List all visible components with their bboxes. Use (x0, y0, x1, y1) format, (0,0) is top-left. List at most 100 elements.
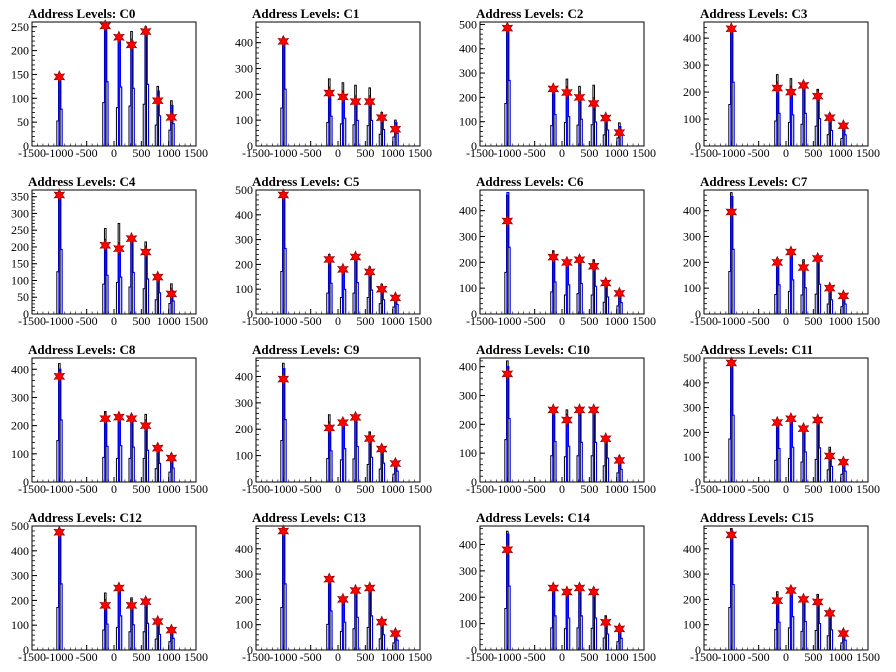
y-tick-label: 100 (683, 281, 701, 295)
blue-hist-spike (341, 95, 347, 146)
x-tick-label: 500 (580, 146, 598, 160)
peak-marker (573, 403, 586, 417)
peak-marker (349, 250, 362, 264)
chart-svg: 0 100 200 300 400 500 -1500 -1000 -500 0 500 1000 15… (683, 351, 880, 496)
chart-title: Address Levels: C11 (700, 342, 814, 357)
y-tick-label: 350 (11, 190, 29, 204)
x-tick-label: -1000 (717, 482, 745, 496)
peak-marker (151, 441, 164, 455)
blue-hist-spike (354, 416, 359, 482)
blue-hist-spike (328, 578, 333, 650)
chart-svg: 0 50 100 150 200 250 300 350 -1500 -1000 -500 0 500 1… (11, 188, 208, 328)
y-tick-label: 200 (11, 44, 29, 58)
y-tick-label: 100 (235, 282, 253, 296)
peak-marker (125, 411, 138, 426)
blue-hist-spike (730, 530, 735, 650)
y-tick-label: 400 (683, 376, 701, 390)
peak-marker (797, 592, 810, 607)
y-tick-label: 100 (459, 281, 477, 295)
x-tick-label: -500 (524, 650, 546, 664)
blue-hist-spike (104, 416, 109, 482)
x-tick-label: 1500 (408, 146, 432, 160)
y-tick-label: 200 (235, 257, 253, 271)
y-tick-label: 300 (459, 230, 477, 244)
blue-hist-spike (802, 265, 807, 314)
peak-marker (99, 238, 112, 253)
y-tick-label: 500 (683, 351, 701, 365)
y-tick-label: 400 (235, 208, 253, 222)
x-tick-label: 1000 (381, 314, 405, 328)
x-tick-label: 500 (804, 314, 822, 328)
y-tick-label: 200 (11, 240, 29, 254)
x-tick-label: 1000 (605, 650, 629, 664)
peak-marker (277, 188, 290, 202)
blue-hist-spike (368, 436, 374, 482)
x-tick-label: -1500 (690, 146, 718, 160)
peak-marker (323, 86, 336, 100)
x-tick-label: 0 (559, 650, 565, 664)
chart-svg: 0 100 200 300 400 -1500 -1000 -500 0 500 1000 1500 (235, 21, 432, 160)
y-tick-label: 200 (683, 425, 701, 439)
x-tick-label: -1500 (242, 650, 270, 664)
chart-title: Address Levels: C7 (700, 174, 808, 189)
y-tick-label: 200 (459, 590, 477, 604)
chart-title: Address Levels: C4 (28, 174, 136, 189)
x-tick-label: 1500 (632, 482, 656, 496)
x-tick-label: 1000 (157, 482, 181, 496)
x-tick-label: -1500 (690, 650, 718, 664)
blue-hist-spike (144, 601, 150, 650)
x-tick-label: 500 (804, 650, 822, 664)
blue-hist-spike (578, 587, 583, 650)
peak-marker (99, 598, 112, 613)
y-tick-label: 400 (11, 362, 29, 376)
peak-marker (53, 369, 66, 384)
y-tick-label: 0 (695, 307, 701, 321)
y-tick-label: 0 (247, 139, 253, 153)
x-tick-label: 500 (356, 314, 374, 328)
peak-marker (837, 289, 850, 303)
x-tick-label: -500 (300, 482, 322, 496)
blue-hist-spike (802, 426, 807, 482)
blue-hist-spike (104, 28, 109, 146)
x-tick-label: -1000 (717, 146, 745, 160)
x-tick-label: 1500 (632, 146, 656, 160)
x-tick-label: -1000 (269, 314, 297, 328)
x-tick-label: 1500 (408, 650, 432, 664)
x-tick-label: -1000 (493, 482, 521, 496)
y-tick-label: 300 (11, 206, 29, 220)
x-tick-label: 1000 (157, 314, 181, 328)
peak-marker (139, 418, 152, 433)
y-tick-label: 400 (683, 204, 701, 218)
peak-marker (277, 372, 290, 386)
peak-marker (139, 24, 152, 39)
blue-hist-spike (117, 246, 123, 314)
peak-marker (725, 205, 738, 219)
y-tick-label: 100 (459, 115, 477, 129)
y-tick-label: 300 (235, 567, 253, 581)
y-tick-label: 200 (459, 255, 477, 269)
peak-marker (125, 231, 138, 246)
peak-marker (349, 94, 362, 109)
blue-hist-spike (552, 255, 557, 314)
peak-marker (811, 595, 824, 609)
x-tick-label: -1000 (269, 146, 297, 160)
x-tick-label: -1000 (269, 482, 297, 496)
x-tick-label: -500 (300, 146, 322, 160)
x-tick-label: 0 (559, 146, 565, 160)
x-tick-label: 500 (132, 146, 150, 160)
peak-marker (113, 410, 125, 424)
chart-title: Address Levels: C8 (28, 342, 136, 357)
x-tick-label: -500 (76, 650, 98, 664)
x-tick-label: -1000 (717, 314, 745, 328)
chart-title: Address Levels: C5 (252, 174, 360, 189)
peak-marker (165, 287, 178, 301)
x-tick-label: -1000 (45, 314, 73, 328)
y-tick-label: 300 (459, 564, 477, 578)
peak-marker (151, 93, 164, 108)
peak-marker (337, 592, 349, 607)
peak-marker (785, 583, 797, 598)
chart-panel: Address Levels: C3 0 100 200 300 400 -1500 -100… (672, 0, 896, 168)
x-tick-label: -500 (748, 146, 770, 160)
chart-svg: 0 100 200 300 400 -1500 -1000 -500 0 500 1000 1500 (235, 357, 432, 496)
